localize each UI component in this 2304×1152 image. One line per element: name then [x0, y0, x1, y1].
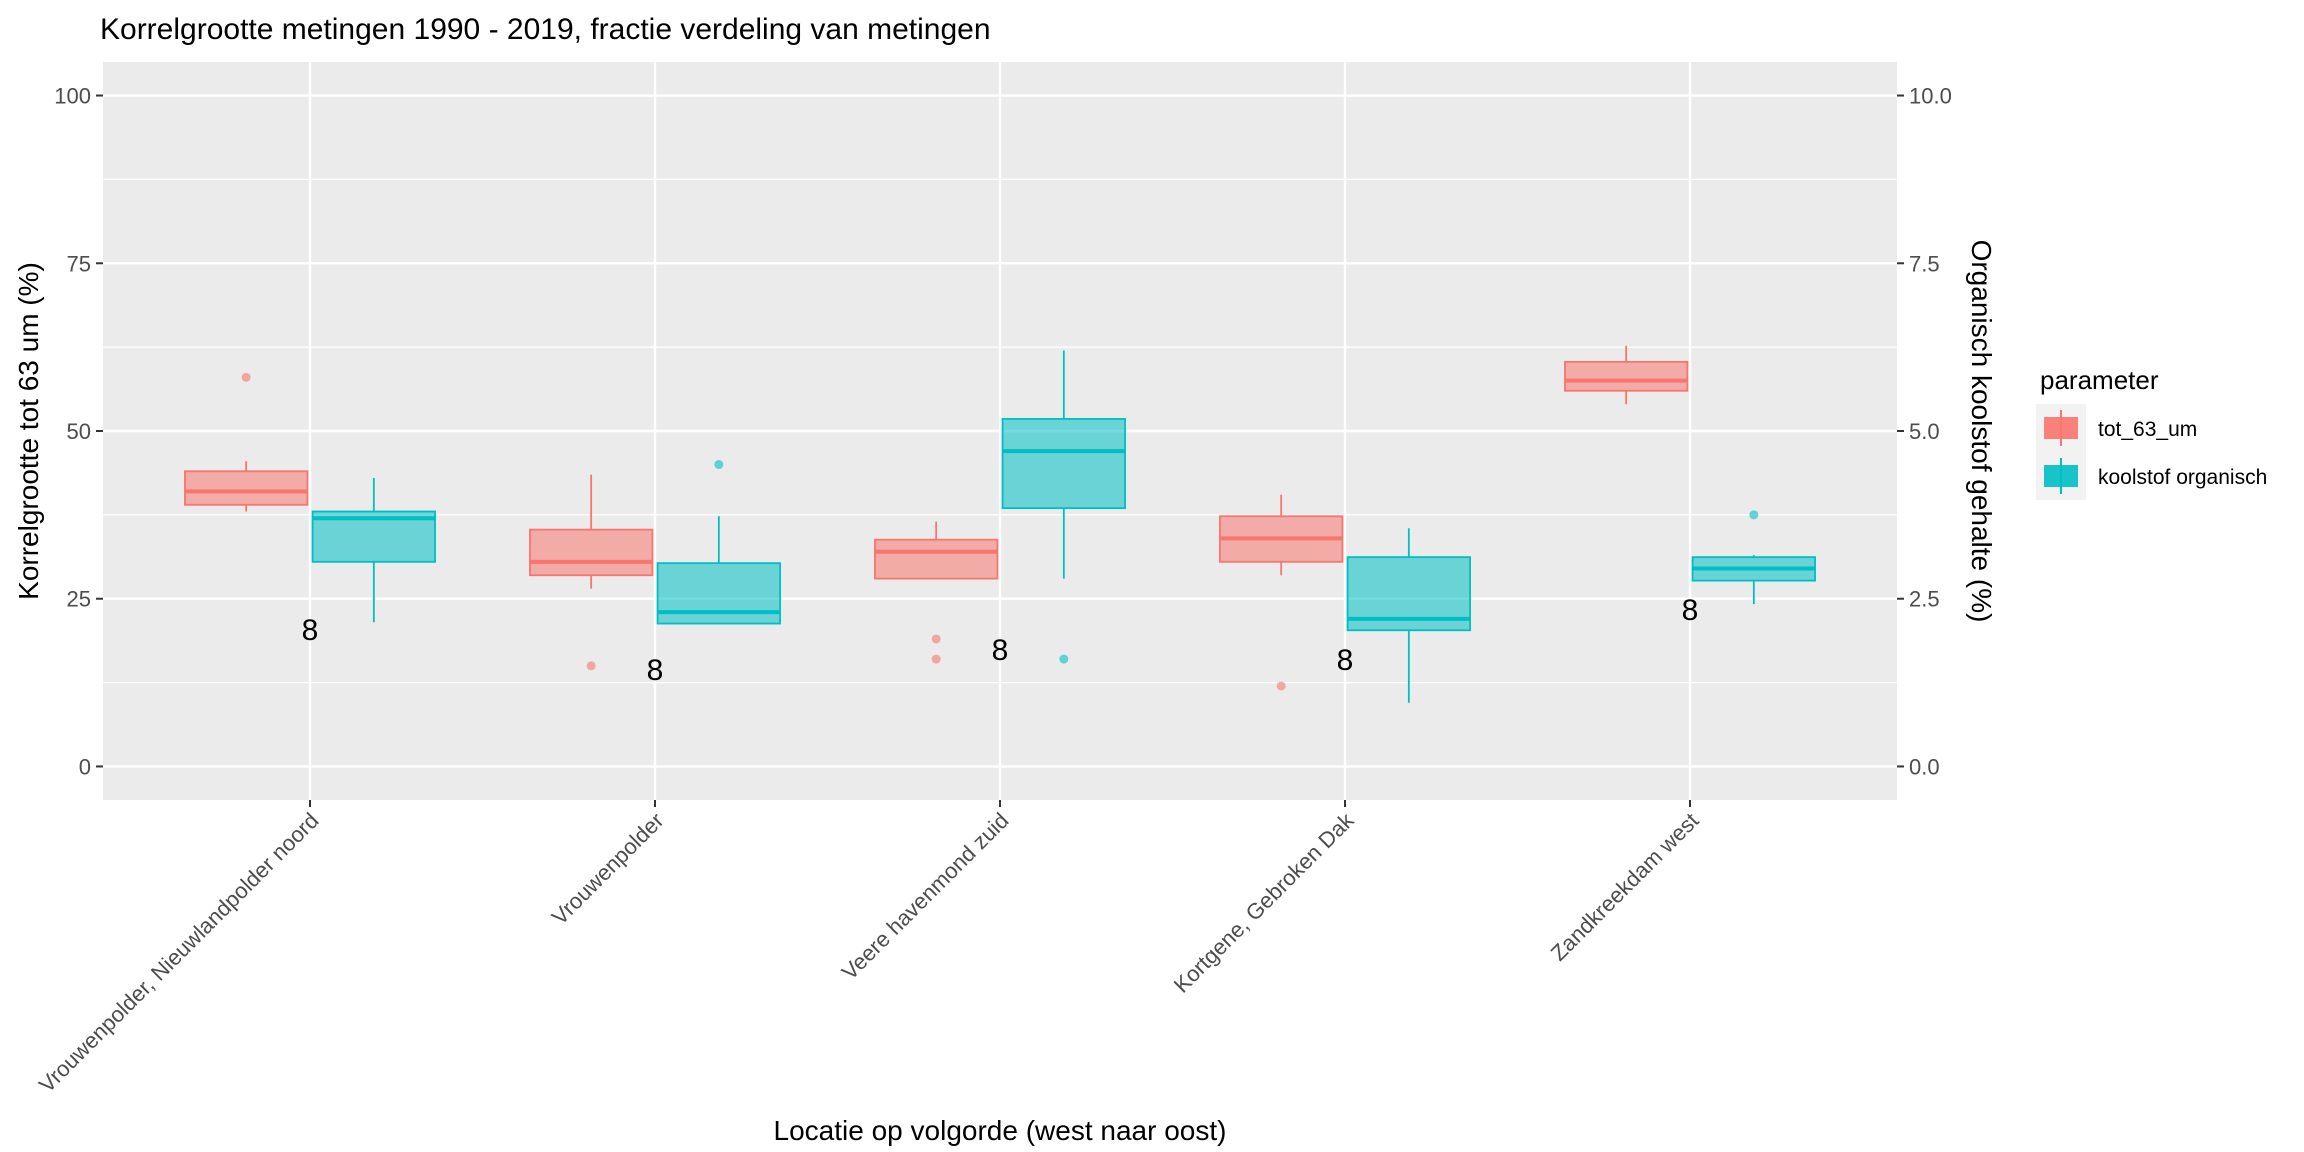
- box-iqr: [1564, 360, 1689, 392]
- outlier-point: [1276, 681, 1286, 691]
- x-tick-label: Kortgene, Gebroken Dak: [1169, 807, 1359, 997]
- box-tot-63-um: [529, 474, 654, 671]
- box-series: [184, 345, 1816, 703]
- y-tick-label: 25: [67, 587, 91, 612]
- y-tick-label: 50: [67, 419, 91, 444]
- y-axis-title-left: Korrelgrootte tot 63 um (%): [13, 262, 44, 600]
- y-tick-label: 75: [67, 251, 91, 276]
- outlier-point: [931, 634, 941, 644]
- box-koolstof-organisch: [1691, 510, 1816, 605]
- y-axis-title-right: Organisch koolstof gehalte (%): [1966, 240, 1997, 623]
- legend-title: parameter: [2040, 365, 2159, 395]
- y-tick-label: 0: [79, 754, 91, 779]
- legend-key: [2044, 417, 2078, 439]
- box-iqr: [184, 470, 309, 506]
- count-label: 8: [1337, 644, 1354, 677]
- y2-tick-label: 2.5: [1909, 587, 1940, 612]
- outlier-point: [586, 661, 596, 671]
- box-koolstof-organisch: [311, 477, 436, 623]
- box-tot-63-um: [184, 372, 309, 512]
- legend-key: [2044, 465, 2078, 487]
- outlier-point: [1749, 510, 1759, 520]
- y2-tick-label: 5.0: [1909, 419, 1940, 444]
- outlier-point: [1059, 654, 1069, 664]
- chart-title: Korrelgrootte metingen 1990 - 2019, frac…: [100, 13, 991, 46]
- legend: parameter tot_63_um koolstof organisch: [2036, 365, 2267, 500]
- x-axis-title: Locatie op volgorde (west naar oost): [774, 1115, 1227, 1146]
- y2-tick-label: 0.0: [1909, 754, 1940, 779]
- y-axis-left: 0 25 50 75 100: [54, 84, 103, 779]
- x-tick-label: Vrouwenpolder, Nieuwlandpolder noord: [34, 808, 324, 1098]
- count-labels: 8 8 8 8 8: [302, 594, 1699, 687]
- x-tick-label: Zandkreekdam west: [1546, 808, 1704, 966]
- box-iqr: [656, 562, 781, 625]
- x-tick-label: Vrouwenpolder: [547, 808, 669, 930]
- y2-tick-label: 7.5: [1909, 251, 1940, 276]
- box-iqr: [529, 528, 654, 577]
- y-tick-label: 100: [54, 84, 91, 109]
- gridlines: [103, 62, 1897, 800]
- box-koolstof-organisch: [1001, 350, 1126, 664]
- y-axis-right: 0.0 2.5 5.0 7.5 10.0: [1897, 84, 1952, 779]
- x-axis-categories: Vrouwenpolder, Nieuwlandpolder noord Vrou…: [34, 800, 1704, 1097]
- x-tick-label: Veere havenmond zuid: [837, 808, 1014, 985]
- legend-label: koolstof organisch: [2098, 466, 2267, 489]
- box-tot-63-um: [1564, 345, 1689, 405]
- outlier-point: [931, 654, 941, 664]
- box-tot-63-um: [874, 521, 999, 664]
- box-tot-63-um: [1219, 494, 1344, 691]
- legend-label: tot_63_um: [2098, 418, 2197, 441]
- outlier-point: [714, 460, 724, 470]
- count-label: 8: [1682, 594, 1699, 627]
- y2-tick-label: 10.0: [1909, 84, 1952, 109]
- box-koolstof-organisch: [1346, 528, 1471, 703]
- box-koolstof-organisch: [656, 460, 781, 625]
- count-label: 8: [992, 634, 1009, 667]
- box-iqr: [1001, 418, 1126, 510]
- count-label: 8: [647, 654, 664, 687]
- outlier-point: [241, 372, 251, 382]
- box-iqr: [874, 538, 999, 580]
- count-label: 8: [302, 614, 319, 647]
